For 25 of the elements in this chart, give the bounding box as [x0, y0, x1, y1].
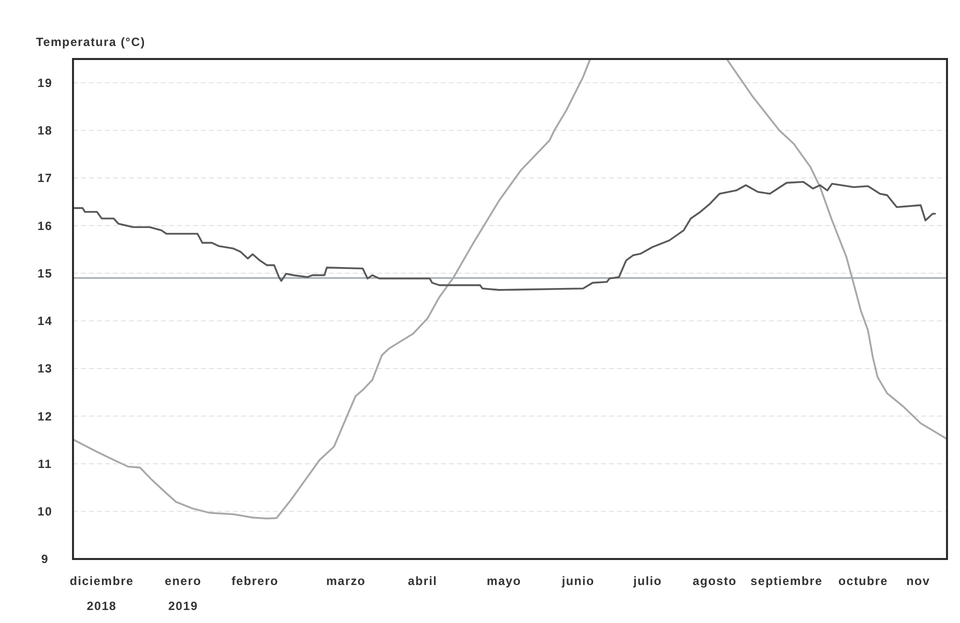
y-tick-label: 10 [38, 504, 52, 519]
x-tick-label: mayo [486, 574, 522, 588]
y-axis-title: Temperatura (°C) [36, 35, 146, 49]
x-tick-label: junio [560, 574, 595, 588]
y-tick-label: 11 [38, 456, 52, 471]
y-tick-label: 9 [41, 552, 49, 566]
y-tick-label: 16 [38, 218, 52, 233]
x-tick-label: febrero [232, 574, 278, 588]
x-tick-label: abril [408, 574, 438, 588]
y-tick-label: 17 [38, 171, 52, 186]
line-series [72, 180, 936, 291]
x-tick-label: marzo [326, 574, 366, 588]
x-tick-label: enero 2019 [164, 574, 202, 613]
y-tick-label: 18 [38, 124, 52, 138]
x-tick-label: julio [632, 574, 662, 588]
x-tick-label: diciembre 2018 [70, 574, 134, 613]
y-tick-label: 15 [38, 266, 52, 280]
y-tick-label: 13 [38, 362, 52, 376]
x-tick-label: septiembre [750, 574, 823, 588]
y-tick-label: 19 [38, 76, 52, 90]
x-tick-label: octubre [838, 574, 888, 588]
y-tick-label: 14 [38, 314, 52, 328]
x-tick-label: agosto [692, 574, 737, 588]
y-tick-label: 12 [38, 409, 52, 424]
x-tick-label: nov [906, 574, 930, 588]
